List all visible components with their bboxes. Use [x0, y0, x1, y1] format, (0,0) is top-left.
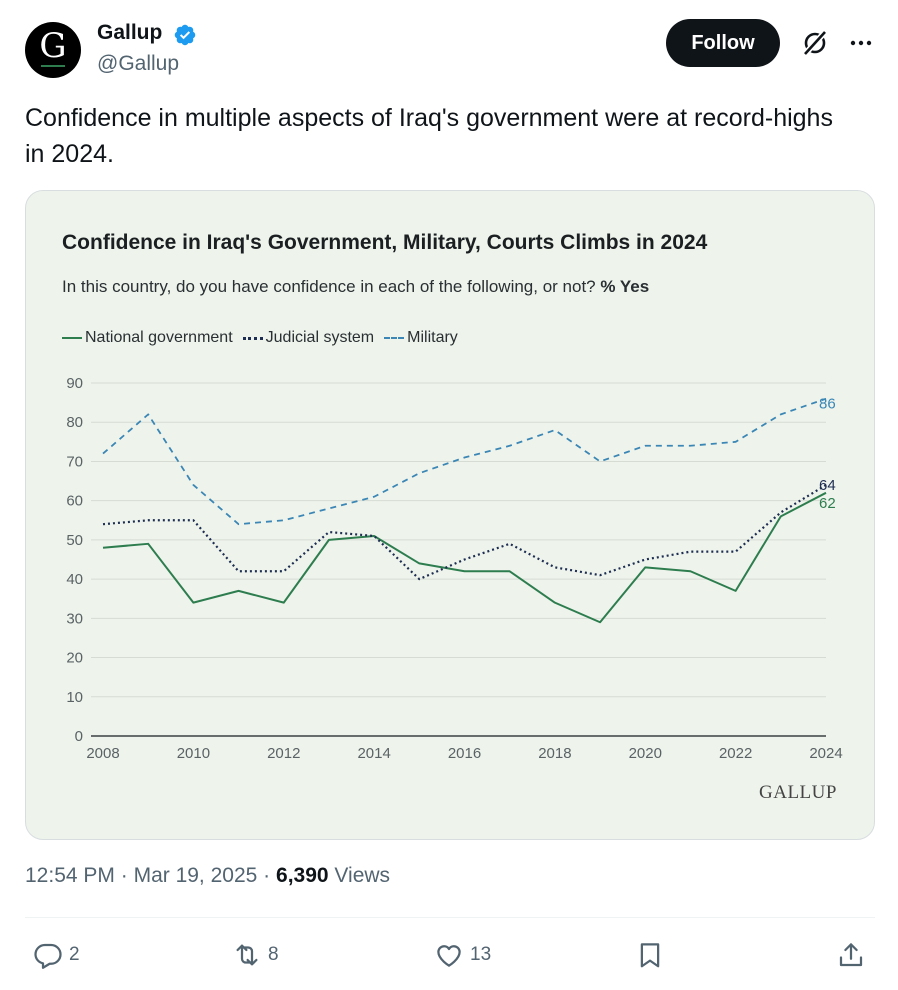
reply-count: 2 [69, 944, 80, 965]
reply-button[interactable]: 2 [33, 938, 80, 972]
y-tick-label: 0 [75, 728, 83, 745]
tweet-date[interactable]: Mar 19, 2025 [133, 864, 258, 887]
legend-item-judicial: Judicial system [242, 329, 375, 347]
gallup-logo: GALLUP [759, 782, 837, 803]
account-handle[interactable]: @Gallup [97, 52, 180, 75]
chart-subtitle: In this country, do you have confidence … [62, 277, 649, 297]
y-tick-label: 60 [66, 493, 83, 510]
series-line-military [102, 397, 827, 526]
chart-title: Confidence in Iraq's Government, Militar… [62, 231, 708, 254]
series-line-national-government [102, 491, 827, 624]
y-tick-label: 20 [66, 650, 83, 667]
avatar[interactable]: G [25, 22, 81, 78]
x-tick-label: 2024 [809, 745, 842, 762]
y-tick-label: 30 [66, 610, 83, 627]
like-count: 13 [470, 944, 492, 965]
chart-card[interactable]: Confidence in Iraq's Government, Militar… [25, 190, 875, 840]
bookmark-button[interactable] [635, 938, 665, 972]
like-button[interactable]: 13 [434, 938, 491, 972]
x-tick-label: 2010 [177, 745, 210, 762]
views-label: Views [334, 864, 391, 887]
x-tick-label: 2018 [538, 745, 571, 762]
tweet-meta: 12:54 PM · Mar 19, 2025 · 6,390 Views [25, 864, 390, 888]
end-label: 62 [819, 495, 836, 512]
end-label: 86 [819, 396, 836, 413]
avatar-letter: G [39, 26, 67, 66]
x-tick-label: 2012 [267, 745, 300, 762]
repost-button[interactable]: 8 [232, 938, 279, 972]
line-chart: 0 10 20 30 40 50 60 70 80 90 2008 2010 2012 2014 2016 2… [66, 375, 842, 762]
legend-item-national: National government [62, 329, 233, 347]
x-tick-label: 2008 [86, 745, 119, 762]
divider [25, 917, 875, 918]
x-tick-label: 2016 [448, 745, 481, 762]
meta-separator-2: · [263, 864, 271, 887]
x-tick-label: 2014 [357, 745, 390, 762]
series-line-judicial-system [102, 484, 827, 581]
avatar-bar [41, 65, 65, 67]
chart-subtitle-bold: % Yes [600, 277, 650, 296]
verified-badge-icon [174, 24, 196, 46]
tweet-time[interactable]: 12:54 PM [25, 864, 115, 887]
chart-subtitle-text: In this country, do you have confidence … [62, 277, 596, 296]
x-tick-label: 2020 [629, 745, 662, 762]
x-tick-label: 2022 [719, 745, 752, 762]
meta-separator: · [120, 864, 128, 887]
heart-icon [437, 945, 461, 967]
y-tick-label: 90 [66, 375, 83, 392]
y-tick-label: 70 [66, 453, 83, 470]
legend-label-national: National government [85, 329, 233, 346]
share-icon [839, 943, 863, 967]
grok-icon[interactable] [800, 28, 830, 58]
chart-legend: National government Judicial system Mili… [62, 329, 468, 347]
legend-swatch-judicial [242, 336, 263, 340]
repost-count: 8 [268, 944, 279, 965]
y-tick-label: 40 [66, 571, 83, 588]
follow-button[interactable]: Follow [666, 19, 780, 67]
y-tick-label: 10 [66, 689, 83, 706]
end-label: 64 [819, 477, 836, 494]
tweet-text: Confidence in multiple aspects of Iraq's… [25, 104, 833, 168]
legend-swatch-national [62, 337, 82, 339]
bookmark-icon [640, 943, 660, 968]
y-tick-label: 50 [66, 532, 83, 549]
share-button[interactable] [836, 938, 866, 972]
views-count: 6,390 [276, 864, 329, 887]
repost-icon [236, 944, 258, 966]
legend-label-judicial: Judicial system [265, 329, 375, 346]
legend-swatch-military [384, 337, 405, 339]
y-tick-label: 80 [66, 414, 83, 431]
account-name[interactable]: Gallup [97, 21, 163, 44]
reply-icon [34, 943, 62, 969]
legend-label-military: Military [407, 329, 458, 346]
more-options-icon[interactable] [848, 30, 874, 56]
legend-item-military: Military [384, 329, 458, 347]
